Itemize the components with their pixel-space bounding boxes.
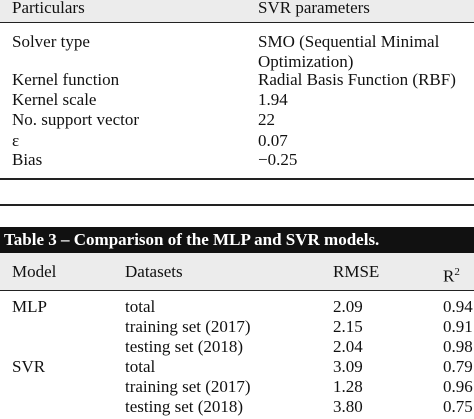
cell: 3.80 xyxy=(333,397,363,416)
cell: 0.79 xyxy=(443,357,473,376)
column-header: Particulars xyxy=(12,0,85,17)
cell: SVR xyxy=(12,357,46,376)
title-band xyxy=(0,227,474,253)
cell: 2.09 xyxy=(333,297,363,316)
header-band xyxy=(0,0,474,22)
column-header: RMSE xyxy=(333,262,380,281)
cell: Bias xyxy=(12,150,43,169)
cell: SMO (Sequential Minimal Optimization) xyxy=(258,32,440,71)
cell: 22 xyxy=(258,110,275,129)
column-header: SVR parameters xyxy=(258,0,370,17)
cell: 0.91 xyxy=(443,317,473,336)
cell: Kernel function xyxy=(12,70,120,89)
cell: testing set (2018) xyxy=(125,397,244,416)
cell: Solver type xyxy=(12,32,90,51)
cell: No. support vector xyxy=(12,110,140,129)
cell: testing set (2018) xyxy=(125,337,244,356)
rule xyxy=(0,290,474,291)
cell: training set (2017) xyxy=(125,317,251,336)
cell: 0.98 xyxy=(443,337,473,356)
cell: Kernel scale xyxy=(12,90,97,109)
cell: ε xyxy=(12,131,20,150)
cell: 0.07 xyxy=(258,131,288,150)
header-band xyxy=(0,253,474,290)
rule xyxy=(0,178,474,180)
table-title: Table 3 – Comparison of the MLP and SVR … xyxy=(4,230,380,249)
cell: 2.04 xyxy=(333,337,363,356)
cell: MLP xyxy=(12,297,47,316)
cell: 2.15 xyxy=(333,317,363,336)
cell: 0.75 xyxy=(443,397,473,416)
cell: 1.94 xyxy=(258,90,288,109)
cell: 3.09 xyxy=(333,357,363,376)
column-header: Model xyxy=(12,262,57,281)
rule xyxy=(0,204,474,206)
column-header: Datasets xyxy=(125,262,183,281)
cell: 1.28 xyxy=(333,377,363,396)
cell: Radial Basis Function (RBF) xyxy=(258,70,456,89)
cell: 0.96 xyxy=(443,377,473,396)
cell: total xyxy=(125,297,156,316)
cell: 0.94 xyxy=(443,297,473,316)
column-header: R2 xyxy=(443,266,460,286)
cell: −0.25 xyxy=(258,150,298,169)
rule xyxy=(0,22,474,23)
cell: total xyxy=(125,357,156,376)
superscript: 2 xyxy=(454,266,460,278)
cell: training set (2017) xyxy=(125,377,251,396)
